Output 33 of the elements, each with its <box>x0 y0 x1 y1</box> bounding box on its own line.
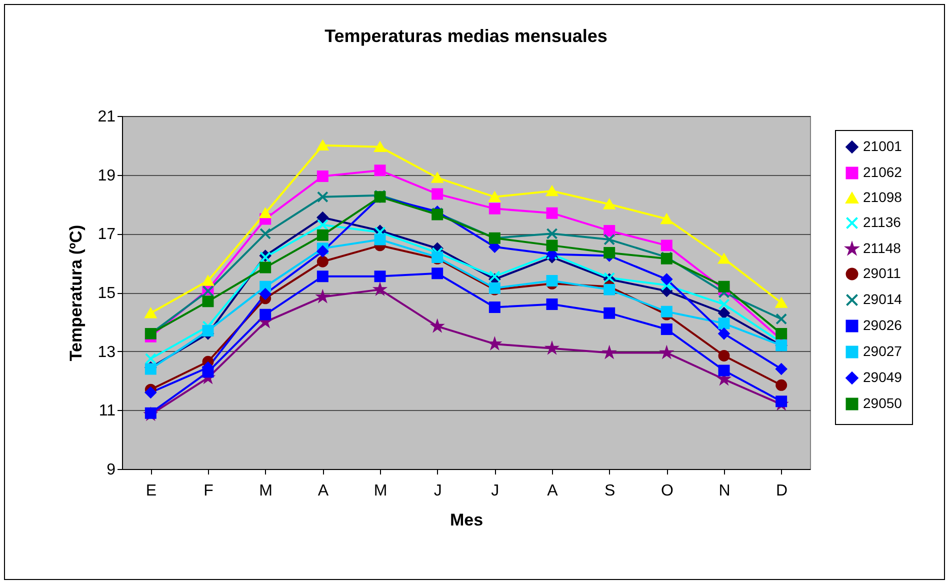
legend-label: 29049 <box>863 369 902 385</box>
legend-label: 29027 <box>863 343 902 359</box>
chart-title: Temperaturas medias mensuales <box>324 26 608 46</box>
legend-label: 29014 <box>863 291 902 307</box>
legend-label: 21098 <box>863 189 902 205</box>
x-tick-label: M <box>259 482 272 500</box>
x-tick-label: M <box>374 482 388 500</box>
legend-label: 29050 <box>863 395 902 411</box>
x-tick-label: E <box>146 482 157 500</box>
x-tick-label: A <box>318 482 329 500</box>
y-tick-label: 13 <box>98 344 116 361</box>
y-tick-label: 9 <box>106 462 116 478</box>
x-tick-label: S <box>604 482 616 500</box>
x-axis-title: Mes <box>450 510 484 530</box>
x-tick-label: O <box>660 482 674 500</box>
legend-label: 29011 <box>863 265 902 281</box>
y-tick-label: 19 <box>98 167 116 184</box>
legend-label: 21148 <box>863 240 902 256</box>
x-tick-label: N <box>718 482 730 500</box>
x-tick-label: J <box>491 482 500 500</box>
legend-label: 21062 <box>863 164 902 180</box>
y-tick-label: 21 <box>98 108 116 126</box>
y-tick-label: 11 <box>98 402 116 420</box>
y-axis-title: Temperatura (ºC) <box>66 224 86 362</box>
x-tick-label: F <box>204 482 214 500</box>
y-tick-label: 17 <box>98 226 116 244</box>
legend-label: 29026 <box>863 317 902 333</box>
x-tick-label: D <box>776 482 788 500</box>
x-tick-label: J <box>434 482 442 500</box>
x-tick-label: A <box>547 482 558 500</box>
y-tick-label: 15 <box>98 285 116 302</box>
legend-label: 21136 <box>863 214 902 230</box>
legend-label: 21001 <box>863 138 902 154</box>
